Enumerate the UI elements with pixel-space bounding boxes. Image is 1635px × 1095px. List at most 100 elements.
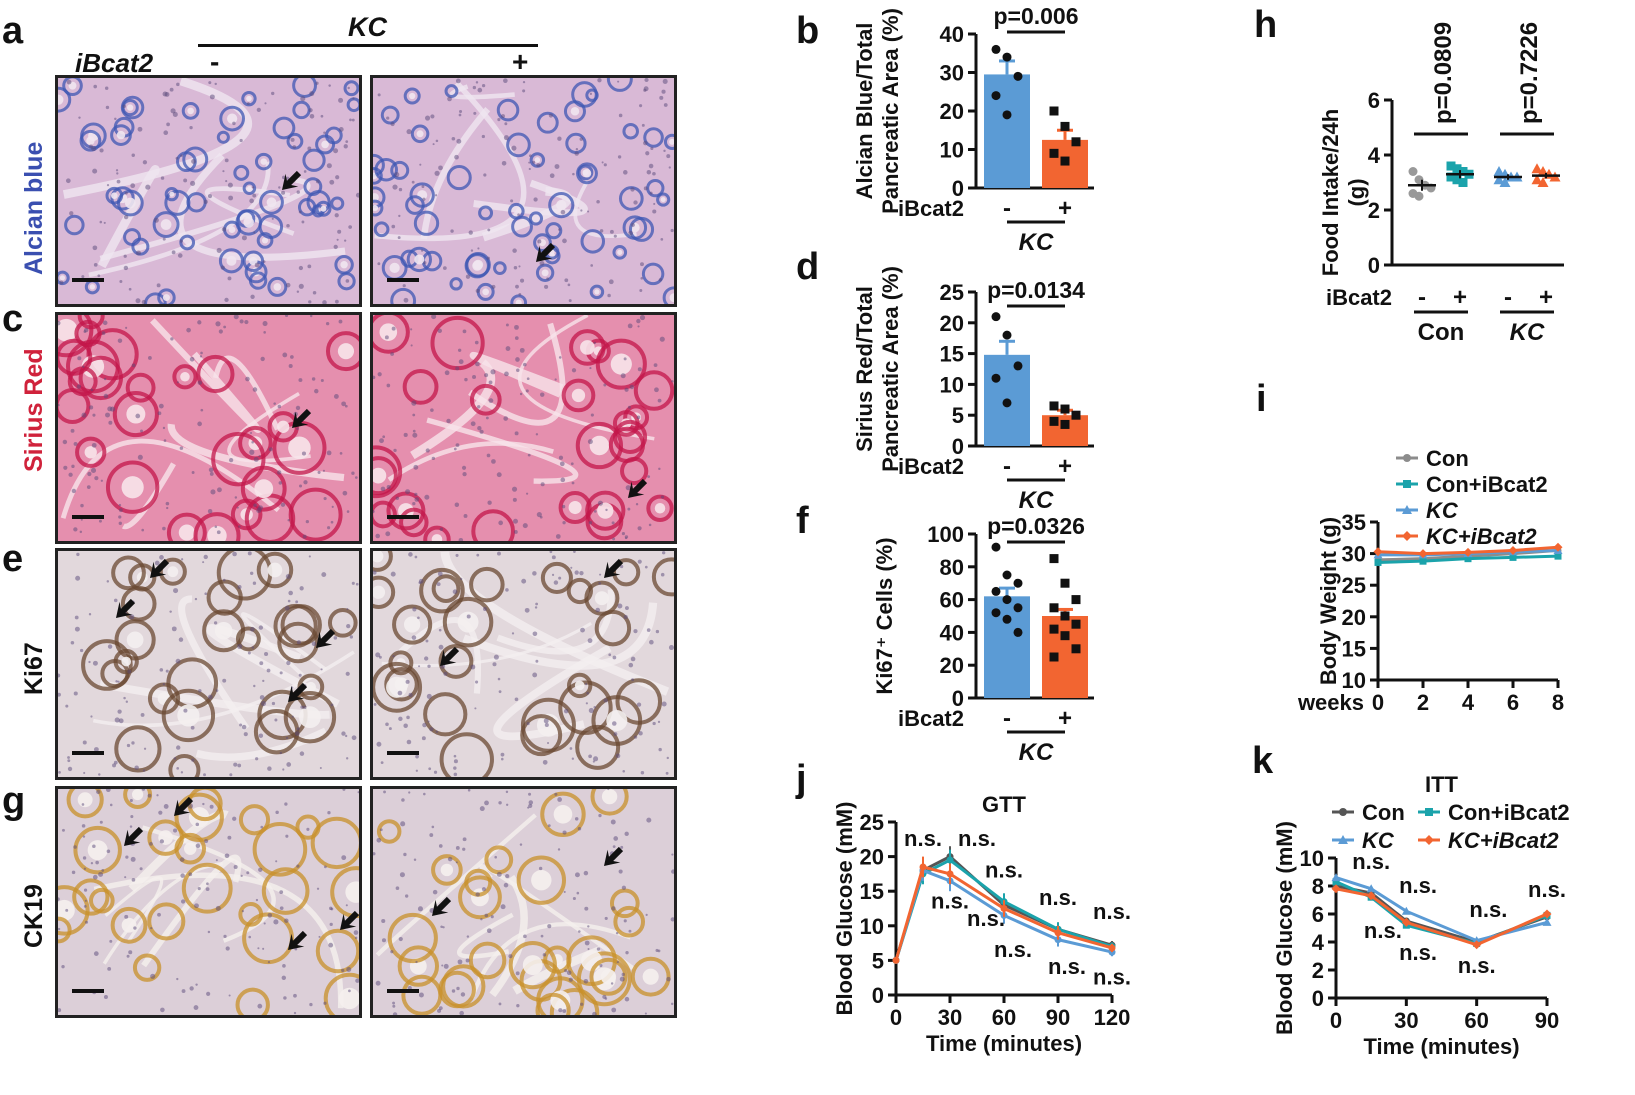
- tissue-nucleus: [587, 638, 593, 644]
- panel-letter-c: c: [2, 298, 24, 340]
- tissue-gland: [105, 460, 160, 514]
- chart-i-legend-label: Con: [1426, 446, 1469, 471]
- tissue-nucleus: [491, 284, 496, 289]
- tissue-nucleus: [133, 926, 137, 930]
- chart-h-data-point: [1414, 191, 1424, 201]
- gland-lumen: [373, 551, 384, 563]
- tissue-texture: [373, 551, 674, 777]
- tissue-nucleus: [247, 651, 251, 655]
- chart-h-data-point: [1499, 177, 1511, 187]
- gland-lumen: [531, 869, 552, 891]
- tissue-nucleus: [106, 849, 111, 854]
- tissue-nucleus: [615, 753, 621, 759]
- chart-d-y-tick-label: 25: [940, 280, 964, 305]
- tissue-nucleus: [435, 730, 439, 733]
- scale-bar: [72, 278, 104, 282]
- tissue-nucleus: [640, 262, 644, 267]
- tissue-nucleus: [451, 989, 456, 993]
- tissue-nucleus: [379, 828, 383, 832]
- tissue-nucleus: [558, 1008, 563, 1013]
- chart-f-data-point: [1071, 644, 1081, 654]
- tissue-nucleus: [90, 715, 93, 718]
- tissue-nucleus: [402, 284, 406, 288]
- tissue-nucleus: [646, 628, 651, 632]
- tissue-nucleus: [621, 531, 625, 536]
- tissue-nucleus: [505, 874, 510, 879]
- tissue-nucleus: [652, 209, 657, 214]
- tissue-nucleus: [349, 118, 352, 122]
- tissue-nucleus: [255, 898, 259, 902]
- tissue-nucleus: [522, 80, 526, 84]
- gland-lumen: [184, 842, 197, 855]
- chart-j-annotation: n.s.: [1093, 899, 1131, 924]
- tissue-gland: [267, 276, 288, 297]
- tissue-nucleus: [585, 702, 588, 705]
- chart-k-x-tick-label: 60: [1464, 1008, 1488, 1033]
- tissue-nucleus: [260, 825, 264, 829]
- tissue-gland: [112, 391, 159, 438]
- tissue-nucleus: [375, 533, 380, 539]
- tissue-fiber: [426, 417, 579, 484]
- tissue-nucleus: [475, 892, 480, 897]
- tissue-nucleus: [511, 486, 518, 492]
- tissue-nucleus: [290, 686, 294, 689]
- tissue-gland: [219, 105, 246, 132]
- tissue-nucleus: [207, 694, 213, 700]
- chart-j-data-point: [1000, 905, 1008, 912]
- tissue-nucleus: [587, 925, 590, 928]
- tissue-nucleus: [107, 406, 113, 412]
- tissue-nucleus: [549, 551, 553, 554]
- tissue-nucleus: [460, 992, 466, 997]
- tissue-nucleus: [422, 722, 427, 728]
- chart-j-annotation: n.s.: [985, 857, 1023, 882]
- gland-lumen: [403, 616, 421, 633]
- tissue-nucleus: [574, 570, 579, 575]
- tissue-gland: [241, 90, 257, 107]
- gland-lumen: [121, 476, 144, 499]
- tissue-gland: [303, 177, 323, 197]
- tissue-nucleus: [224, 853, 230, 859]
- tissue-nucleus: [390, 352, 395, 356]
- tissue-nucleus: [671, 869, 674, 874]
- tissue-nucleus: [181, 989, 186, 993]
- tissue-gland: [535, 263, 555, 282]
- tissue-nucleus: [213, 621, 218, 625]
- tissue-nucleus: [222, 578, 226, 582]
- tissue-nucleus: [198, 689, 202, 693]
- tissue-nucleus: [258, 505, 263, 511]
- chart-j-data-point: [1054, 936, 1062, 944]
- tissue-nucleus: [240, 874, 243, 877]
- tissue-nucleus: [291, 944, 295, 947]
- gland-lumen: [207, 526, 227, 541]
- tissue-nucleus: [266, 668, 271, 673]
- tissue-nucleus: [122, 104, 127, 109]
- tissue-nucleus: [590, 413, 594, 417]
- tissue-nucleus: [158, 810, 163, 815]
- tissue-gland: [147, 902, 186, 941]
- tissue-nucleus: [424, 494, 430, 500]
- tissue-nucleus: [477, 247, 480, 250]
- tissue-nucleus: [373, 702, 377, 706]
- tissue-nucleus: [516, 368, 520, 372]
- tissue-nucleus: [262, 947, 265, 950]
- tissue-nucleus: [601, 161, 604, 164]
- tissue-nucleus: [593, 706, 596, 709]
- tissue-nucleus: [481, 887, 486, 892]
- tissue-nucleus: [528, 161, 531, 164]
- tissue-nucleus: [228, 994, 231, 997]
- tissue-gland: [168, 754, 201, 777]
- tissue-nucleus: [619, 976, 625, 982]
- tissue-nucleus: [197, 887, 201, 891]
- tissue-nucleus: [645, 913, 648, 917]
- tissue-gland: [152, 211, 180, 238]
- tissue-nucleus: [253, 231, 256, 234]
- tissue-nucleus: [612, 845, 616, 848]
- tissue-nucleus: [455, 553, 459, 557]
- tissue-nucleus: [303, 170, 307, 173]
- tissue-nucleus: [239, 319, 244, 324]
- tissue-nucleus: [278, 481, 283, 485]
- tissue-nucleus: [493, 654, 499, 660]
- tissue-nucleus: [145, 184, 151, 190]
- tissue-fiber: [374, 81, 527, 242]
- tissue-nucleus: [268, 447, 273, 452]
